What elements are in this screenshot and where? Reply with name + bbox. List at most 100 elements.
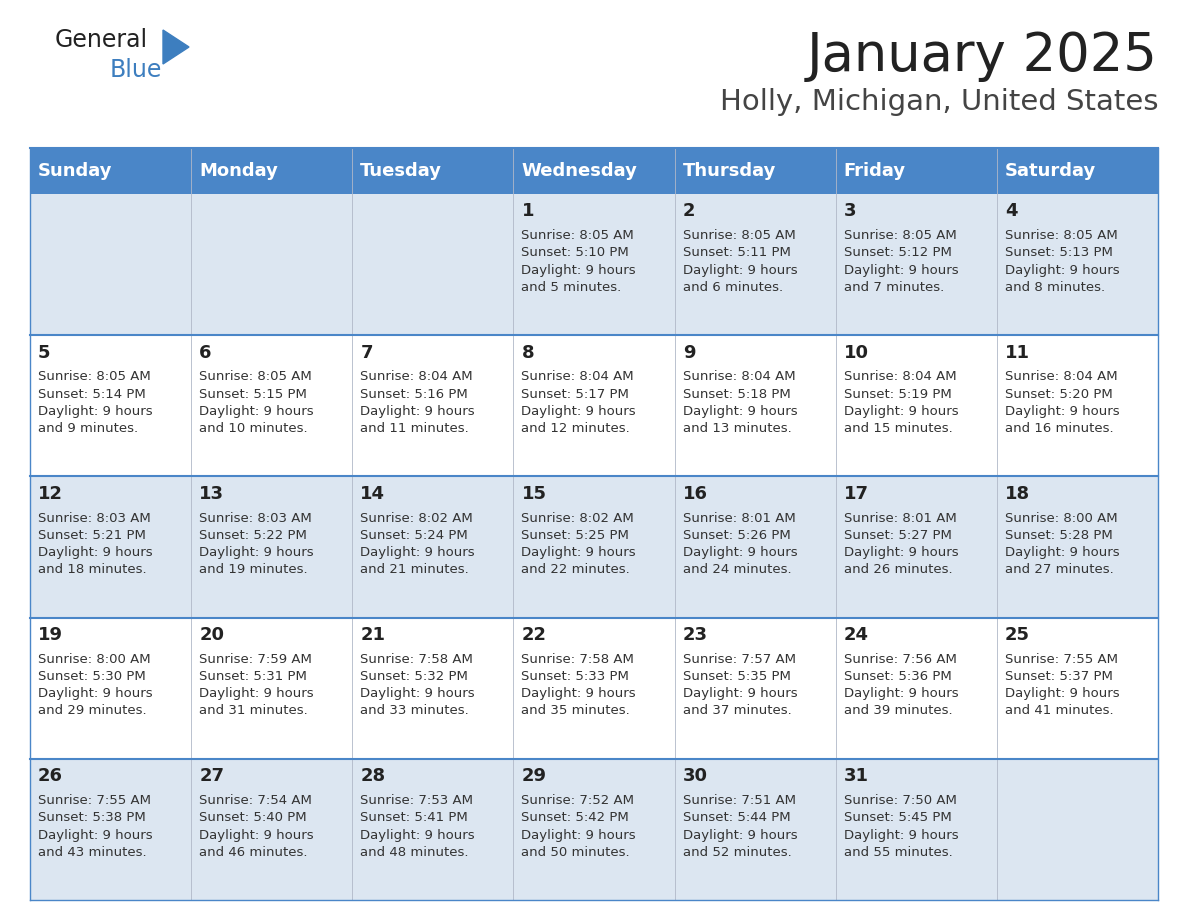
Text: Sunrise: 8:02 AM
Sunset: 5:25 PM
Daylight: 9 hours
and 22 minutes.: Sunrise: 8:02 AM Sunset: 5:25 PM Dayligh… [522,511,636,577]
Bar [191,148,353,194]
Text: 23: 23 [683,626,708,644]
Text: 11: 11 [1005,343,1030,362]
Bar [30,335,191,476]
Bar [997,618,1158,759]
Bar [30,194,191,335]
Bar [513,194,675,335]
Bar [997,476,1158,618]
Bar [30,476,191,618]
Text: 13: 13 [200,485,225,503]
Text: Sunrise: 8:00 AM
Sunset: 5:28 PM
Daylight: 9 hours
and 27 minutes.: Sunrise: 8:00 AM Sunset: 5:28 PM Dayligh… [1005,511,1119,577]
Bar [675,194,835,335]
Text: 24: 24 [843,626,868,644]
Text: Sunrise: 7:57 AM
Sunset: 5:35 PM
Daylight: 9 hours
and 37 minutes.: Sunrise: 7:57 AM Sunset: 5:35 PM Dayligh… [683,653,797,718]
Text: January 2025: January 2025 [807,30,1158,82]
Text: Holly, Michigan, United States: Holly, Michigan, United States [720,88,1158,116]
Bar [353,618,513,759]
Bar [835,335,997,476]
Text: Friday: Friday [843,162,906,180]
Bar [513,335,675,476]
Bar [353,759,513,900]
Bar [513,148,675,194]
Text: Sunrise: 7:51 AM
Sunset: 5:44 PM
Daylight: 9 hours
and 52 minutes.: Sunrise: 7:51 AM Sunset: 5:44 PM Dayligh… [683,794,797,858]
Bar [835,759,997,900]
Polygon shape [163,30,189,64]
Text: 4: 4 [1005,203,1017,220]
Text: Sunrise: 7:54 AM
Sunset: 5:40 PM
Daylight: 9 hours
and 46 minutes.: Sunrise: 7:54 AM Sunset: 5:40 PM Dayligh… [200,794,314,858]
Text: Sunrise: 8:05 AM
Sunset: 5:12 PM
Daylight: 9 hours
and 7 minutes.: Sunrise: 8:05 AM Sunset: 5:12 PM Dayligh… [843,230,959,294]
Text: 19: 19 [38,626,63,644]
Text: Sunrise: 8:01 AM
Sunset: 5:26 PM
Daylight: 9 hours
and 24 minutes.: Sunrise: 8:01 AM Sunset: 5:26 PM Dayligh… [683,511,797,577]
Text: Sunrise: 8:05 AM
Sunset: 5:11 PM
Daylight: 9 hours
and 6 minutes.: Sunrise: 8:05 AM Sunset: 5:11 PM Dayligh… [683,230,797,294]
Text: 9: 9 [683,343,695,362]
Text: Sunrise: 8:04 AM
Sunset: 5:18 PM
Daylight: 9 hours
and 13 minutes.: Sunrise: 8:04 AM Sunset: 5:18 PM Dayligh… [683,371,797,435]
Text: 16: 16 [683,485,708,503]
Text: 6: 6 [200,343,211,362]
Text: 28: 28 [360,767,385,785]
Text: 2: 2 [683,203,695,220]
Text: Sunrise: 7:59 AM
Sunset: 5:31 PM
Daylight: 9 hours
and 31 minutes.: Sunrise: 7:59 AM Sunset: 5:31 PM Dayligh… [200,653,314,718]
Text: Sunrise: 8:05 AM
Sunset: 5:14 PM
Daylight: 9 hours
and 9 minutes.: Sunrise: 8:05 AM Sunset: 5:14 PM Dayligh… [38,371,153,435]
Bar [353,335,513,476]
Bar [835,194,997,335]
Text: 3: 3 [843,203,857,220]
Bar [30,148,191,194]
Text: 21: 21 [360,626,385,644]
Text: Sunrise: 7:53 AM
Sunset: 5:41 PM
Daylight: 9 hours
and 48 minutes.: Sunrise: 7:53 AM Sunset: 5:41 PM Dayligh… [360,794,475,858]
Text: 22: 22 [522,626,546,644]
Text: Sunrise: 7:56 AM
Sunset: 5:36 PM
Daylight: 9 hours
and 39 minutes.: Sunrise: 7:56 AM Sunset: 5:36 PM Dayligh… [843,653,959,718]
Text: Sunrise: 7:55 AM
Sunset: 5:37 PM
Daylight: 9 hours
and 41 minutes.: Sunrise: 7:55 AM Sunset: 5:37 PM Dayligh… [1005,653,1119,718]
Bar [191,618,353,759]
Bar [835,618,997,759]
Text: Sunrise: 7:55 AM
Sunset: 5:38 PM
Daylight: 9 hours
and 43 minutes.: Sunrise: 7:55 AM Sunset: 5:38 PM Dayligh… [38,794,153,858]
Text: Sunrise: 8:04 AM
Sunset: 5:16 PM
Daylight: 9 hours
and 11 minutes.: Sunrise: 8:04 AM Sunset: 5:16 PM Dayligh… [360,371,475,435]
Bar [675,476,835,618]
Bar [997,148,1158,194]
Text: 15: 15 [522,485,546,503]
Text: 20: 20 [200,626,225,644]
Bar [675,335,835,476]
Text: 14: 14 [360,485,385,503]
Text: Sunrise: 8:04 AM
Sunset: 5:20 PM
Daylight: 9 hours
and 16 minutes.: Sunrise: 8:04 AM Sunset: 5:20 PM Dayligh… [1005,371,1119,435]
Bar [191,476,353,618]
Text: Sunrise: 8:03 AM
Sunset: 5:22 PM
Daylight: 9 hours
and 19 minutes.: Sunrise: 8:03 AM Sunset: 5:22 PM Dayligh… [200,511,314,577]
Text: Sunrise: 8:03 AM
Sunset: 5:21 PM
Daylight: 9 hours
and 18 minutes.: Sunrise: 8:03 AM Sunset: 5:21 PM Dayligh… [38,511,153,577]
Text: Sunrise: 7:58 AM
Sunset: 5:32 PM
Daylight: 9 hours
and 33 minutes.: Sunrise: 7:58 AM Sunset: 5:32 PM Dayligh… [360,653,475,718]
Text: 5: 5 [38,343,51,362]
Bar [353,194,513,335]
Text: Sunrise: 8:02 AM
Sunset: 5:24 PM
Daylight: 9 hours
and 21 minutes.: Sunrise: 8:02 AM Sunset: 5:24 PM Dayligh… [360,511,475,577]
Text: 10: 10 [843,343,868,362]
Bar [835,148,997,194]
Text: 8: 8 [522,343,535,362]
Text: Sunrise: 8:05 AM
Sunset: 5:15 PM
Daylight: 9 hours
and 10 minutes.: Sunrise: 8:05 AM Sunset: 5:15 PM Dayligh… [200,371,314,435]
Bar [191,335,353,476]
Text: 18: 18 [1005,485,1030,503]
Bar [30,618,191,759]
Text: Tuesday: Tuesday [360,162,442,180]
Bar [513,618,675,759]
Text: 30: 30 [683,767,708,785]
Text: 29: 29 [522,767,546,785]
Text: Sunrise: 8:05 AM
Sunset: 5:10 PM
Daylight: 9 hours
and 5 minutes.: Sunrise: 8:05 AM Sunset: 5:10 PM Dayligh… [522,230,636,294]
Bar [675,618,835,759]
Text: Sunrise: 8:01 AM
Sunset: 5:27 PM
Daylight: 9 hours
and 26 minutes.: Sunrise: 8:01 AM Sunset: 5:27 PM Dayligh… [843,511,959,577]
Text: Sunrise: 7:58 AM
Sunset: 5:33 PM
Daylight: 9 hours
and 35 minutes.: Sunrise: 7:58 AM Sunset: 5:33 PM Dayligh… [522,653,636,718]
Text: Blue: Blue [110,58,163,82]
Bar [835,476,997,618]
Text: Sunrise: 7:50 AM
Sunset: 5:45 PM
Daylight: 9 hours
and 55 minutes.: Sunrise: 7:50 AM Sunset: 5:45 PM Dayligh… [843,794,959,858]
Text: 12: 12 [38,485,63,503]
Bar [191,759,353,900]
Text: Thursday: Thursday [683,162,776,180]
Text: Sunday: Sunday [38,162,113,180]
Bar [30,759,191,900]
Text: Sunrise: 7:52 AM
Sunset: 5:42 PM
Daylight: 9 hours
and 50 minutes.: Sunrise: 7:52 AM Sunset: 5:42 PM Dayligh… [522,794,636,858]
Bar [675,759,835,900]
Text: 31: 31 [843,767,868,785]
Bar [353,476,513,618]
Bar [353,148,513,194]
Text: Sunrise: 8:04 AM
Sunset: 5:19 PM
Daylight: 9 hours
and 15 minutes.: Sunrise: 8:04 AM Sunset: 5:19 PM Dayligh… [843,371,959,435]
Text: Monday: Monday [200,162,278,180]
Text: 17: 17 [843,485,868,503]
Text: 7: 7 [360,343,373,362]
Text: Wednesday: Wednesday [522,162,637,180]
